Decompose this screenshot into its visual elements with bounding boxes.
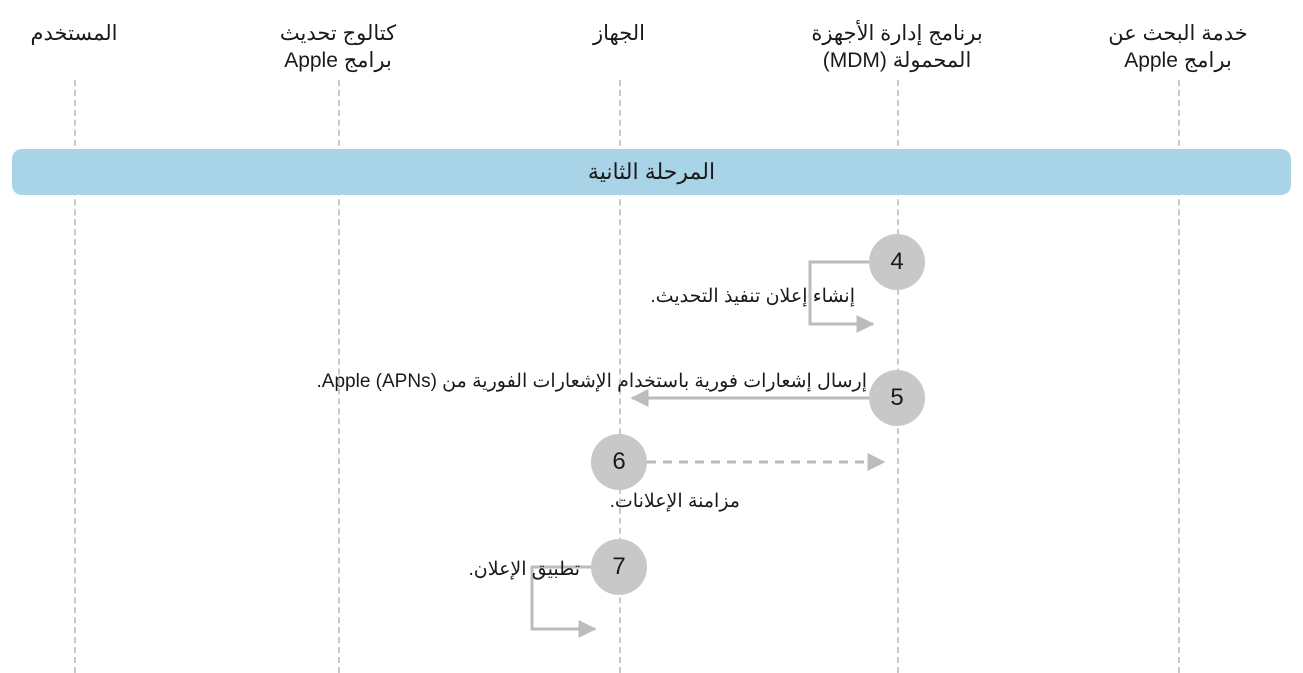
- lane-header-line2: المحمولة (MDM): [782, 47, 1012, 74]
- step-label-7: تطبيق الإعلان.: [469, 558, 581, 581]
- step-circle-7: 7: [591, 539, 647, 595]
- lane-header-apple-lookup: خدمة البحث عنبرامج Apple: [1073, 20, 1283, 75]
- lane-header-device: الجهاز: [539, 20, 699, 47]
- lane-header-line1: كتالوج تحديث: [238, 20, 438, 47]
- phase-bar: المرحلة الثانية: [12, 149, 1291, 195]
- step-label-5: إرسال إشعارات فورية باستخدام الإشعارات ا…: [317, 370, 867, 393]
- lane-header-line1: المستخدم: [0, 20, 154, 47]
- step-circle-6: 6: [591, 434, 647, 490]
- lane-header-line2: برامج Apple: [238, 47, 438, 74]
- step-circle-5: 5: [869, 370, 925, 426]
- lane-header-line1: خدمة البحث عن: [1073, 20, 1283, 47]
- step-label-4: إنشاء إعلان تنفيذ التحديث.: [650, 285, 855, 308]
- lane-header-line2: برامج Apple: [1073, 47, 1283, 74]
- lane-header-line1: برنامج إدارة الأجهزة: [782, 20, 1012, 47]
- lane-header-line1: الجهاز: [539, 20, 699, 47]
- lane-header-user: المستخدم: [0, 20, 154, 47]
- arrows-layer: [0, 0, 1303, 673]
- lane-header-mdm: برنامج إدارة الأجهزةالمحمولة (MDM): [782, 20, 1012, 75]
- sequence-diagram: خدمة البحث عنبرامج Appleبرنامج إدارة الأ…: [0, 0, 1303, 673]
- step-circle-4: 4: [869, 234, 925, 290]
- lane-header-catalog: كتالوج تحديثبرامج Apple: [238, 20, 438, 75]
- step-label-6: مزامنة الإعلانات.: [610, 490, 740, 513]
